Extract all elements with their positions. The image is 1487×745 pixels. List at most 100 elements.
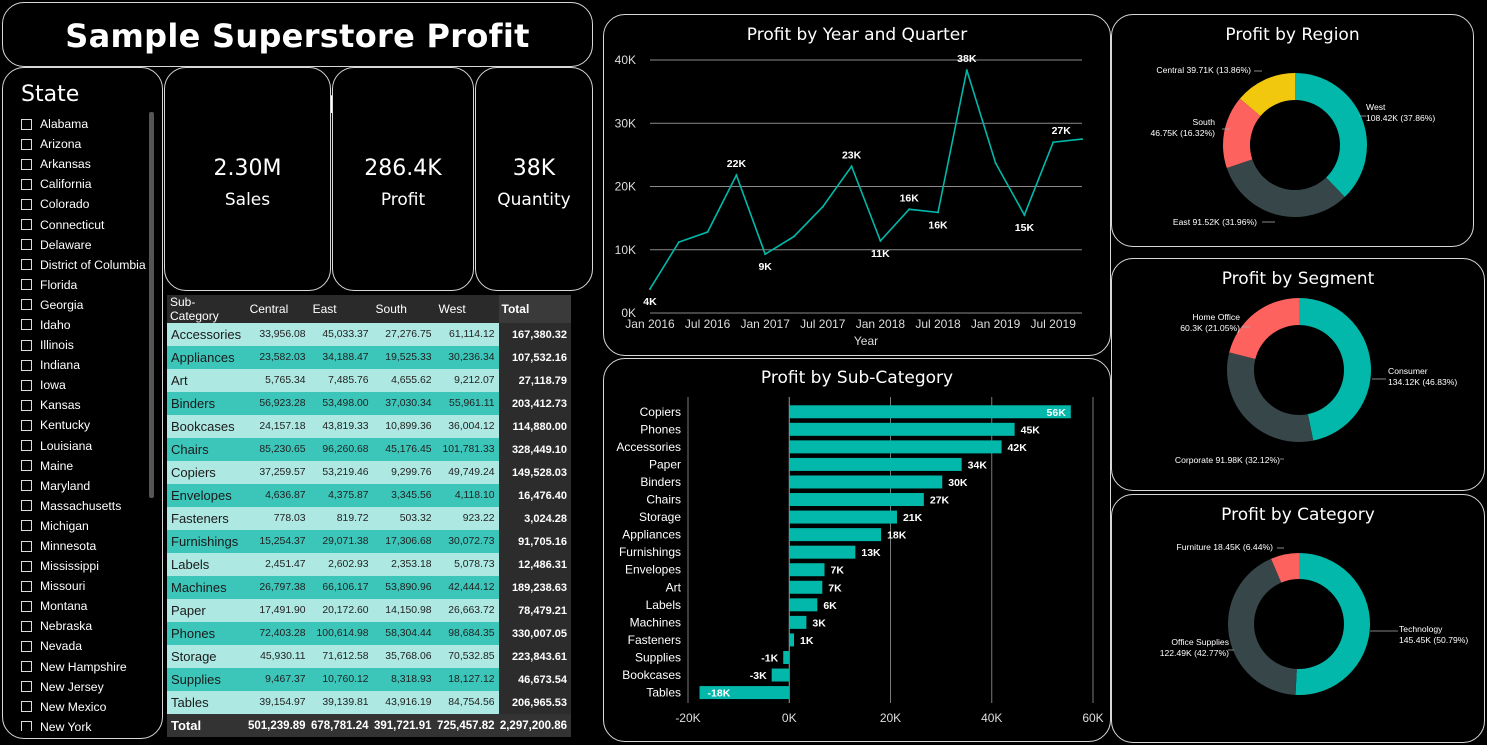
- table-cell: 39,139.81: [309, 691, 373, 714]
- data-label: 16K: [900, 192, 920, 204]
- state-checkbox[interactable]: [21, 359, 32, 371]
- state-option-louisiana[interactable]: Louisiana: [21, 436, 147, 456]
- profit-by-segment-panel: Profit by Segment Consumer 134.12K (46.83…: [1111, 258, 1485, 491]
- table-cell: 9,467.37: [246, 668, 310, 691]
- state-list-scrollbar[interactable]: [149, 112, 154, 498]
- table-cell: 7,485.76: [309, 369, 373, 392]
- state-option-massachusetts[interactable]: Massachusetts: [21, 496, 147, 516]
- column-header-sub-category[interactable]: Sub-Category: [167, 295, 247, 323]
- state-checkbox[interactable]: [21, 219, 32, 231]
- x-tick-label: 0K: [782, 711, 797, 725]
- state-checkbox[interactable]: [21, 178, 32, 190]
- state-checkbox[interactable]: [21, 399, 32, 411]
- table-cell: 26,797.38: [246, 576, 310, 599]
- state-checkbox[interactable]: [21, 580, 32, 592]
- bar-chart-title: Profit by Sub-Category: [760, 368, 954, 388]
- state-option-connecticut[interactable]: Connecticut: [21, 214, 147, 234]
- state-checkbox[interactable]: [21, 701, 32, 713]
- slice-consumer: [1299, 298, 1371, 441]
- state-option-new-mexico[interactable]: New Mexico: [21, 697, 147, 717]
- data-label: 13K: [861, 547, 881, 559]
- state-checkbox[interactable]: [21, 419, 32, 431]
- column-header-south[interactable]: South: [372, 295, 436, 323]
- state-option-nevada[interactable]: Nevada: [21, 636, 147, 656]
- state-option-maine[interactable]: Maine: [21, 456, 147, 476]
- column-header-total[interactable]: Total: [498, 295, 571, 323]
- state-option-idaho[interactable]: Idaho: [21, 315, 147, 335]
- category-label: Envelopes: [625, 563, 681, 577]
- state-checkbox[interactable]: [21, 279, 32, 291]
- state-option-alabama[interactable]: Alabama: [21, 114, 147, 134]
- table-cell: 45,176.45: [372, 438, 436, 461]
- data-label: -1K: [761, 652, 778, 664]
- row-total-cell: 114,880.00: [498, 415, 571, 438]
- state-checkbox[interactable]: [21, 540, 32, 552]
- state-option-michigan[interactable]: Michigan: [21, 516, 147, 536]
- state-option-kentucky[interactable]: Kentucky: [21, 415, 147, 435]
- data-label: 1K: [800, 635, 814, 647]
- state-option-district-of-columbia[interactable]: District of Columbia: [21, 255, 147, 275]
- state-label: Michigan: [40, 518, 89, 533]
- state-checkbox[interactable]: [21, 640, 32, 652]
- table-cell: 923.22: [435, 507, 499, 530]
- state-option-delaware[interactable]: Delaware: [21, 235, 147, 255]
- state-checkbox[interactable]: [21, 319, 32, 331]
- state-option-georgia[interactable]: Georgia: [21, 295, 147, 315]
- table-row: Paper 17,491.90 20,172.60 14,150.98 26,663.7…: [167, 599, 571, 622]
- state-label: Colorado: [40, 197, 90, 212]
- state-checkbox[interactable]: [21, 620, 32, 632]
- state-option-california[interactable]: California: [21, 174, 147, 194]
- state-option-florida[interactable]: Florida: [21, 275, 147, 295]
- state-checkbox[interactable]: [21, 158, 32, 170]
- state-option-new-york[interactable]: New York: [21, 717, 147, 731]
- state-checkbox[interactable]: [21, 239, 32, 251]
- state-option-montana[interactable]: Montana: [21, 596, 147, 616]
- state-checkbox[interactable]: [21, 118, 32, 130]
- table-cell: 33,956.08: [246, 323, 310, 346]
- state-option-colorado[interactable]: Colorado: [21, 194, 147, 214]
- state-checkbox[interactable]: [21, 600, 32, 612]
- state-option-new-jersey[interactable]: New Jersey: [21, 677, 147, 697]
- state-checkbox[interactable]: [21, 299, 32, 311]
- state-checkbox[interactable]: [21, 379, 32, 391]
- state-checkbox[interactable]: [21, 138, 32, 150]
- state-label: California: [40, 177, 92, 192]
- state-checkbox[interactable]: [21, 661, 32, 673]
- state-checkbox[interactable]: [21, 721, 32, 731]
- column-header-central[interactable]: Central: [246, 295, 310, 323]
- state-label: Florida: [40, 277, 78, 292]
- state-option-new-hampshire[interactable]: New Hampshire: [21, 657, 147, 677]
- column-header-west[interactable]: West: [435, 295, 499, 323]
- state-checkbox[interactable]: [21, 500, 32, 512]
- grand-total-label: Total: [167, 714, 247, 737]
- state-option-arizona[interactable]: Arizona: [21, 134, 147, 154]
- state-option-kansas[interactable]: Kansas: [21, 395, 147, 415]
- table-cell: 35,768.06: [372, 645, 436, 668]
- state-option-illinois[interactable]: Illinois: [21, 335, 147, 355]
- state-checkbox[interactable]: [21, 259, 32, 271]
- state-option-mississippi[interactable]: Mississippi: [21, 556, 147, 576]
- state-checkbox[interactable]: [21, 460, 32, 472]
- state-checkbox[interactable]: [21, 520, 32, 532]
- state-checkbox[interactable]: [21, 198, 32, 210]
- line-point: [879, 239, 882, 242]
- state-checkbox[interactable]: [21, 339, 32, 351]
- state-option-maryland[interactable]: Maryland: [21, 476, 147, 496]
- profit-value: 286.4K: [364, 156, 442, 181]
- row-label: Furnishings: [167, 530, 247, 553]
- data-label: -18K: [708, 688, 731, 700]
- state-option-arkansas[interactable]: Arkansas: [21, 154, 147, 174]
- state-checkbox[interactable]: [21, 480, 32, 492]
- state-checkbox[interactable]: [21, 560, 32, 572]
- state-option-missouri[interactable]: Missouri: [21, 576, 147, 596]
- state-checkbox[interactable]: [21, 681, 32, 693]
- table-cell: 96,260.68: [309, 438, 373, 461]
- state-option-indiana[interactable]: Indiana: [21, 355, 147, 375]
- state-option-nebraska[interactable]: Nebraska: [21, 616, 147, 636]
- state-checkbox[interactable]: [21, 440, 32, 452]
- state-label: Connecticut: [40, 217, 105, 232]
- table-cell: 5,078.73: [435, 553, 499, 576]
- column-header-east[interactable]: East: [309, 295, 373, 323]
- state-option-iowa[interactable]: Iowa: [21, 375, 147, 395]
- state-option-minnesota[interactable]: Minnesota: [21, 536, 147, 556]
